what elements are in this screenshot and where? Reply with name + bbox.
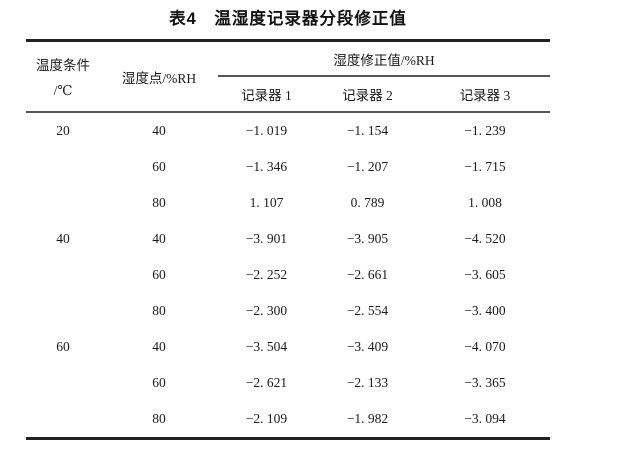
cell-recorder2-value: −1. 154 [346,123,389,138]
cell-recorder3-value: −1. 715 [464,159,506,174]
cell-recorder2-value: −3. 409 [346,339,389,354]
cell-humidity-point: 40 [152,231,166,246]
cell-temp [26,257,100,293]
cell-recorder1-value: −3. 901 [245,231,288,246]
cell-recorder3-value: −1. 239 [464,123,506,138]
data-table: 温度条件 /℃ 湿度点/%RH 湿度修正值/%RH 记录器 1 记录器 2 记录… [26,39,550,440]
cell-recorder2-value: −1. 207 [346,159,389,174]
cell-temp [26,293,100,329]
cell-recorder2-value: −2. 133 [346,375,389,390]
header-temp-condition: 温度条件 /℃ [26,42,100,111]
cell-humidity-point: 60 [152,267,166,282]
cell-temp: 20 [56,123,70,138]
table-row: 60 40 −3. 504 −3. 409 −4. 070 [26,329,550,365]
cell-recorder1-value: −1. 019 [245,123,288,138]
header-temp-condition-line2: /℃ [53,83,73,98]
table-row: 80 1. 107 0. 789 1. 008 [26,185,550,221]
cell-recorder1-value: −2. 252 [245,267,288,282]
header-temp-condition-line1: 温度条件 [36,58,90,73]
cell-humidity-point: 40 [152,123,166,138]
table-row: 80 −2. 109 −1. 982 −3. 094 [26,401,550,437]
cell-recorder3-value: −3. 400 [464,303,506,318]
header-humidity-point: 湿度点/%RH [121,70,197,86]
table-row: 60 −1. 346 −1. 207 −1. 715 [26,149,550,185]
cell-humidity-point: 40 [152,339,166,354]
cell-recorder1-value: −3. 504 [245,339,288,354]
cell-temp [26,365,100,401]
cell-recorder2-value: −3. 905 [346,231,389,246]
cell-recorder3-value: −4. 520 [464,231,506,246]
cell-humidity-point: 80 [152,303,166,318]
cell-recorder2-value: 0. 789 [350,195,385,210]
table-row: 60 −2. 621 −2. 133 −3. 365 [26,365,550,401]
header-recorder-2: 记录器 2 [342,88,393,103]
cell-recorder1-value: 1. 107 [249,195,284,210]
cell-recorder1-value: −2. 109 [245,411,288,426]
cell-temp [26,401,100,437]
table-row: 80 −2. 300 −2. 554 −3. 400 [26,293,550,329]
header-recorder-1: 记录器 1 [241,88,292,103]
cell-recorder2-value: −1. 982 [346,411,389,426]
table-row: 20 40 −1. 019 −1. 154 −1. 239 [26,113,550,149]
cell-recorder1-value: −1. 346 [245,159,288,174]
table-body: 20 40 −1. 019 −1. 154 −1. 239 60 −1. 346… [26,113,550,437]
cell-recorder3-value: 1. 008 [468,195,502,210]
table-title: 表4 温湿度记录器分段修正值 [169,10,407,28]
cell-recorder3-value: −3. 365 [464,375,506,390]
cell-recorder2-value: −2. 661 [346,267,389,282]
cell-recorder3-value: −4. 070 [464,339,506,354]
cell-recorder1-value: −2. 621 [245,375,288,390]
table-row: 40 40 −3. 901 −3. 905 −4. 520 [26,221,550,257]
cell-recorder1-value: −2. 300 [245,303,288,318]
cell-humidity-point: 60 [152,159,166,174]
cell-recorder3-value: −3. 094 [464,411,506,426]
cell-humidity-point: 60 [152,375,166,390]
cell-temp [26,185,100,221]
cell-temp [26,149,100,185]
header-correction-group: 湿度修正值/%RH [218,42,550,77]
cell-humidity-point: 80 [152,195,166,210]
cell-temp: 40 [56,231,70,246]
table-header: 温度条件 /℃ 湿度点/%RH 湿度修正值/%RH 记录器 1 记录器 2 记录… [26,42,550,113]
header-recorder-3: 记录器 3 [459,88,511,103]
cell-recorder2-value: −2. 554 [346,303,389,318]
table-row: 60 −2. 252 −2. 661 −3. 605 [26,257,550,293]
cell-temp: 60 [56,339,70,354]
cell-humidity-point: 80 [152,411,166,426]
cell-recorder3-value: −3. 605 [464,267,506,282]
